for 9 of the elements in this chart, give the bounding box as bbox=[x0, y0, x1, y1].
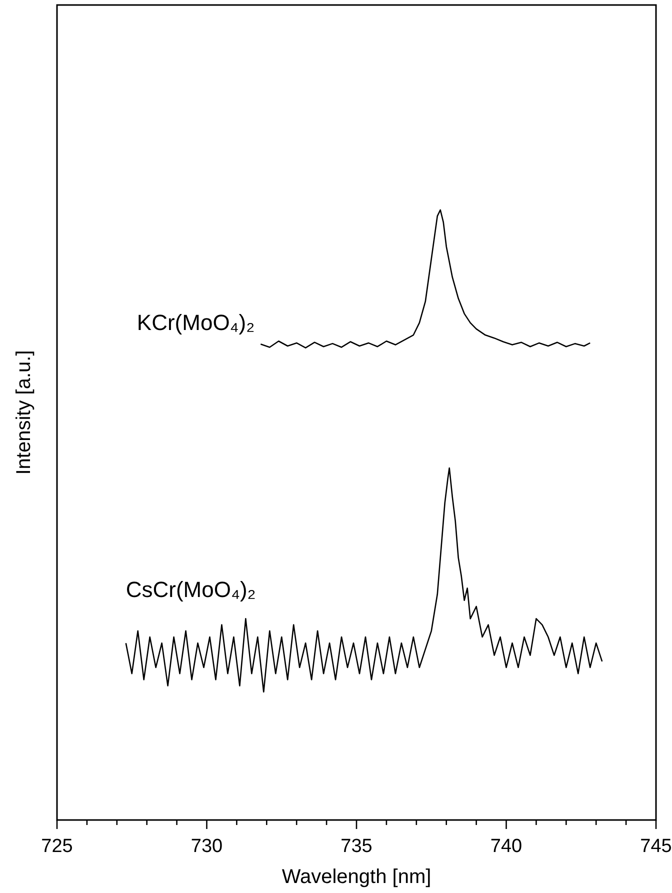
x-tick-label: 735 bbox=[340, 836, 372, 857]
x-tick-label: 730 bbox=[190, 836, 223, 857]
x-tick-label: 745 bbox=[640, 836, 672, 857]
x-tick-label: 740 bbox=[490, 836, 522, 857]
x-axis-title: Wavelength [nm] bbox=[282, 866, 432, 888]
x-tick-label: 725 bbox=[41, 836, 73, 857]
y-axis-title: Intensity [a.u.] bbox=[13, 350, 35, 475]
series-label: CsCr(MoO₄)₂ bbox=[126, 576, 256, 602]
series-label: KCr(MoO₄)₂ bbox=[136, 310, 255, 336]
